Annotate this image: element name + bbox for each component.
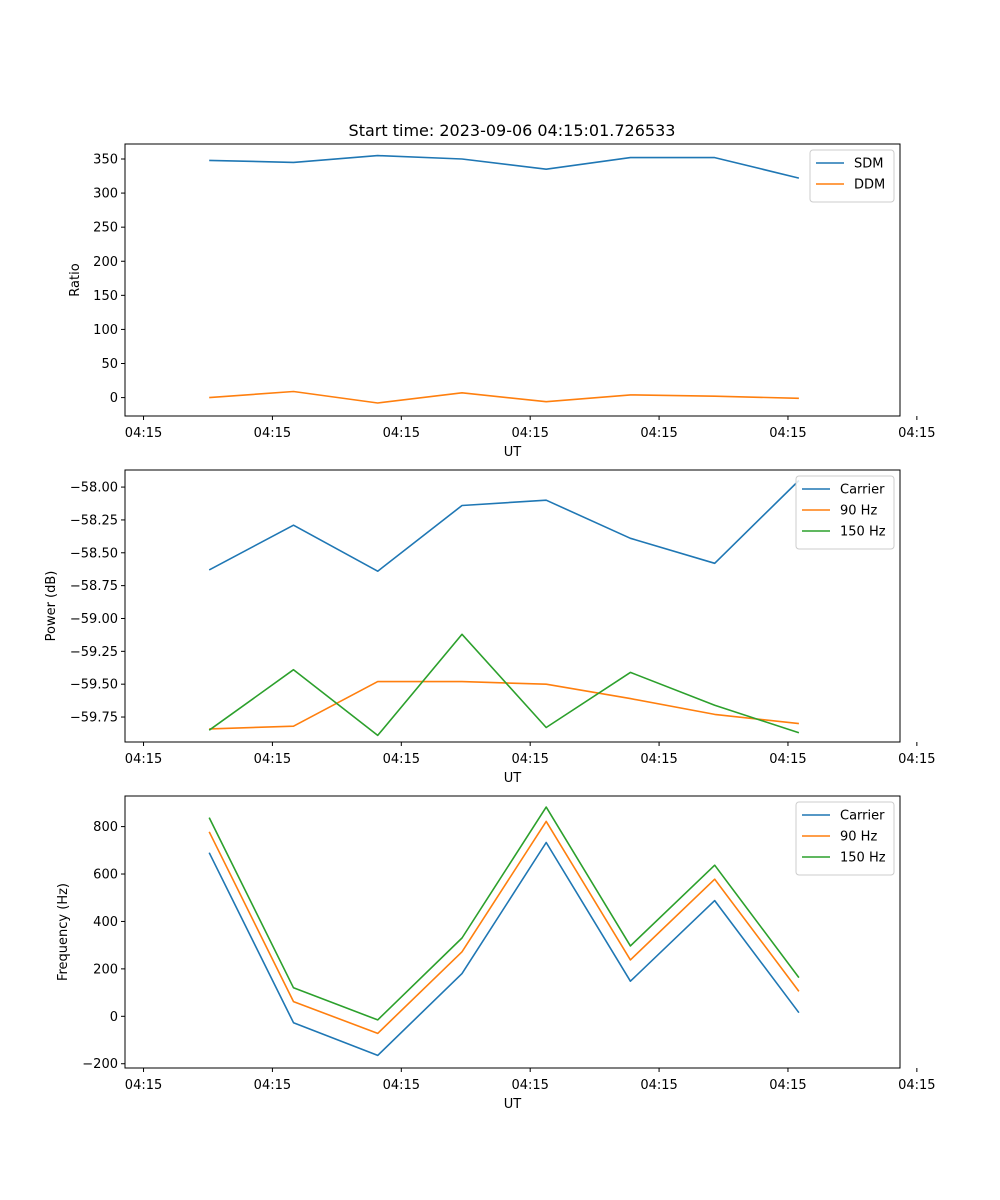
y-tick-label: 300 — [93, 187, 118, 202]
x-axis-label: UT — [504, 1097, 522, 1112]
x-tick-label: 04:15 — [640, 752, 677, 767]
y-tick-label: −59.00 — [70, 612, 118, 627]
x-tick-label: 04:15 — [640, 426, 677, 441]
y-tick-label: 0 — [110, 391, 118, 406]
y-tick-label: 250 — [93, 221, 118, 236]
legend: Carrier 90 Hz 150 Hz — [795, 475, 895, 550]
y-tick-label: 50 — [101, 357, 118, 372]
legend-entry: 150 Hz — [840, 851, 886, 866]
legend-entry: SDM — [854, 157, 883, 172]
series-line-carrier — [208, 479, 800, 573]
chart-panel-1: 0 50 100 150 200 250 300 350 04:15 04:15 04:15 04:1… — [68, 143, 936, 460]
x-axis-label: UT — [504, 771, 522, 786]
y-tick-label: 0 — [110, 1010, 118, 1025]
x-tick-label: 04:15 — [383, 1078, 420, 1093]
y-tick-label: −59.75 — [70, 711, 118, 726]
y-axis-label: Frequency (Hz) — [56, 883, 71, 981]
y-tick-label: 350 — [93, 152, 118, 167]
series-line-150-hz — [208, 633, 800, 737]
x-tick-label: 04:15 — [898, 752, 935, 767]
axes-frame — [124, 469, 901, 743]
axes-frame — [124, 143, 901, 417]
y-tick-label: 200 — [93, 255, 118, 270]
x-tick-label: 04:15 — [640, 1078, 677, 1093]
y-axis-label: Ratio — [68, 263, 83, 296]
y-tick-label: −59.50 — [70, 678, 118, 693]
y-tick-label: 200 — [93, 962, 118, 977]
series-line-carrier — [208, 841, 800, 1057]
x-tick-label: 04:15 — [125, 1078, 162, 1093]
x-axis-label: UT — [504, 445, 522, 460]
legend: Carrier 90 Hz 150 Hz — [795, 801, 895, 876]
y-tick-label: 600 — [93, 868, 118, 883]
x-tick-label: 04:15 — [769, 426, 806, 441]
x-tick-label: 04:15 — [511, 1078, 548, 1093]
figure-title: Start time: 2023-09-06 04:15:01.726533 — [349, 121, 676, 140]
y-tick-label: −58.25 — [70, 513, 118, 528]
legend-entry: Carrier — [840, 809, 885, 824]
x-tick-label: 04:15 — [511, 752, 548, 767]
panels: 0 50 100 150 200 250 300 350 04:15 04:15 04:15 04:1… — [44, 143, 936, 1112]
x-tick-label: 04:15 — [254, 1078, 291, 1093]
y-tick-label: 100 — [93, 323, 118, 338]
y-tick-label: −59.25 — [70, 645, 118, 660]
x-tick-label: 04:15 — [254, 426, 291, 441]
legend-entry: 90 Hz — [840, 830, 877, 845]
x-tick-label: 04:15 — [383, 752, 420, 767]
series-line-90-hz — [208, 820, 800, 1035]
series-line-sdm — [209, 154, 800, 179]
y-tick-label: −58.75 — [70, 579, 118, 594]
chart-panel-3: −200 0 200 400 600 800 04:15 04:15 04:15 04:15 04:… — [56, 795, 936, 1112]
legend-entry: Carrier — [840, 483, 885, 498]
x-tick-label: 04:15 — [383, 426, 420, 441]
x-tick-label: 04:15 — [125, 426, 162, 441]
x-tick-label: 04:15 — [254, 752, 291, 767]
axes-frame — [124, 795, 901, 1069]
x-tick-label: 04:15 — [769, 752, 806, 767]
legend: SDM DDM — [809, 149, 895, 203]
y-tick-label: 800 — [93, 820, 118, 835]
series-line-ddm — [209, 390, 799, 404]
y-axis-label: Power (dB) — [44, 571, 59, 642]
x-tick-label: 04:15 — [769, 1078, 806, 1093]
y-tick-label: 150 — [93, 289, 118, 304]
y-tick-label: 400 — [93, 915, 118, 930]
x-tick-label: 04:15 — [898, 426, 935, 441]
x-tick-label: 04:15 — [511, 426, 548, 441]
legend-entry: 90 Hz — [840, 504, 877, 519]
series-line-150-hz — [208, 806, 800, 1021]
y-tick-label: −58.00 — [70, 481, 118, 496]
y-tick-label: −58.50 — [70, 546, 118, 561]
series-line-90-hz — [209, 680, 799, 730]
y-tick-label: −200 — [82, 1057, 118, 1072]
x-tick-label: 04:15 — [125, 752, 162, 767]
x-tick-label: 04:15 — [898, 1078, 935, 1093]
chart-panel-2: −59.75 −59.50 −59.25 −59.00 −58.75 −58.50 −58.… — [44, 469, 936, 786]
legend-entry: 150 Hz — [840, 525, 886, 540]
legend-entry: DDM — [854, 178, 885, 193]
